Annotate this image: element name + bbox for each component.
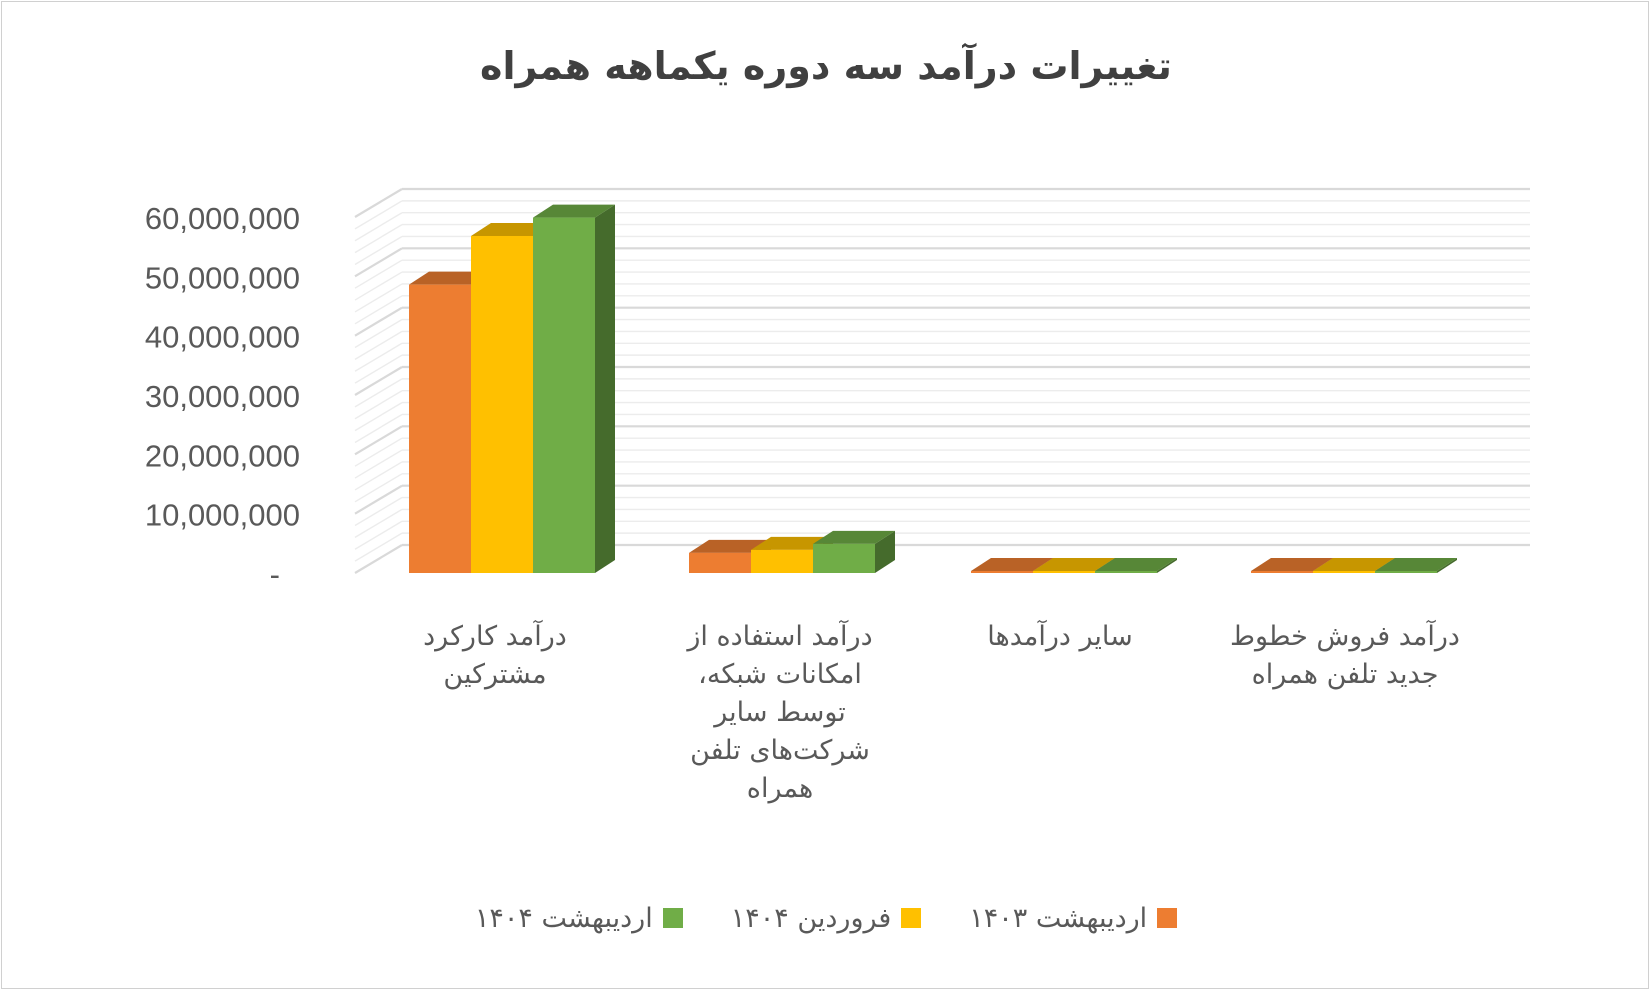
chart-title: تغییرات درآمد سه دوره یکماهه همراه [480,44,1172,88]
gridline-side [354,235,403,266]
legend-item: اردیبهشت ۱۴۰۳ [969,902,1178,934]
gridline-side [354,508,403,539]
bar-top-face [971,558,1053,571]
bar-top-face [1375,558,1457,571]
gridline-side [354,484,403,515]
legend-label: اردیبهشت ۱۴۰۴ [474,902,653,934]
gridline-side [354,259,403,289]
bar-front-face [1313,571,1375,573]
gridline-side [354,413,403,444]
bar-front-face [409,284,471,573]
bar-1-series-3 [533,204,615,574]
y-tick-label: 60,000,000 [145,201,300,236]
gridline-side [354,342,403,372]
bar-2-series-3 [813,530,895,573]
legend-label: فروردین ۱۴۰۴ [730,902,892,934]
category-label: درآمد فروش خطوط جدید تلفن همراه [1215,618,1475,694]
bar-front-face [971,571,1033,573]
bar-front-face [1375,571,1437,573]
gridline-side [354,354,403,384]
category-label: سایر درآمدها [930,618,1190,656]
legend-swatch [662,908,683,928]
bar-front-face [533,217,595,574]
bar-layer [409,204,1457,574]
bar-side-face [595,204,615,574]
bar-front-face [751,549,813,573]
gridline-side [354,212,403,242]
gridline-side [354,223,403,254]
gridline-side [354,378,403,408]
category-label-line: درآمد فروش خطوط [1230,621,1460,652]
bar-4-series-3 [1375,558,1457,573]
gridline-side [354,496,403,527]
bar-top-face [1313,558,1395,571]
gridline-side [354,473,403,503]
bar-3-series-3 [1095,558,1177,573]
bar-front-face [471,235,533,573]
gridline-side [354,449,403,479]
gridline-side [354,366,403,396]
gridline-side [354,306,403,337]
gridline-side [354,425,403,456]
bar-top-face [1033,558,1115,571]
y-axis-ticks: - 10,000,000 20,000,000 30,000,000 40,000,00… [145,201,300,592]
legend-item: فروردین ۱۴۰۴ [731,903,922,934]
y-tick-label: 50,000,000 [145,260,300,295]
gridline-side [354,544,403,574]
gridline-side [354,532,403,562]
bar-side-face [1157,558,1177,573]
category-label-line: جدید تلفن همراه [1251,659,1439,690]
category-label-line: درآمد کارکرد [423,621,567,652]
gridline-side [354,318,403,349]
legend: اردیبهشت ۱۴۰۳ فروردین ۱۴۰۴ اردیبهشت ۱۴۰۴ [0,898,1652,938]
bar-front-face [1251,571,1313,573]
bar-top-face [471,222,553,236]
legend-swatch [1157,908,1178,928]
bar-top-face [533,204,615,218]
bar-side-face [1437,558,1457,573]
gridline-side [354,401,403,432]
category-label-line: همراه [746,773,814,804]
gridline-side [354,200,403,230]
category-label-line: توسط سایر [714,697,846,728]
legend-item: اردیبهشت ۱۴۰۴ [475,903,683,934]
category-label-line: مشترکین [443,659,547,690]
gridline-side [354,437,403,467]
gridline-side [354,461,403,491]
bar-top-face [409,271,491,285]
gridline-side [354,247,403,278]
gridline-side [354,188,403,218]
gridline-side [354,520,403,550]
bar-top-face [813,530,895,544]
y-tick-label: 40,000,000 [145,320,300,355]
bar-top-face [1095,558,1177,571]
gridline-side [354,271,403,301]
bar-side-face [875,530,895,573]
legend-swatch [901,908,922,928]
category-label: درآمد کارکرد مشترکین [365,618,625,694]
category-label-line: سایر درآمدها [987,621,1133,652]
bar-front-face [1095,571,1157,573]
legend-label: اردیبهشت ۱۴۰۳ [969,902,1148,934]
y-tick-label: 20,000,000 [145,438,300,473]
y-tick-label: - [270,557,280,592]
y-tick-label: 10,000,000 [145,498,300,533]
gridline-side [354,283,403,313]
bar-top-face [1251,558,1333,571]
category-label: درآمد استفاده از امکانات شبکه، توسط سایر شر… [650,618,910,808]
bar-top-face [751,536,833,550]
bar-front-face [1033,571,1095,573]
y-tick-label: 30,000,000 [145,379,300,414]
gridline-side [354,295,403,325]
bar-front-face [689,552,751,573]
gridline-side [354,330,403,361]
category-label-line: امکانات شبکه، [698,659,862,690]
category-label-line: درآمد استفاده از [687,621,873,652]
category-label-line: شرکت‌های تلفن [690,735,870,766]
bar-front-face [813,543,875,573]
gridline-side [354,390,403,420]
bar-top-face [689,539,771,553]
